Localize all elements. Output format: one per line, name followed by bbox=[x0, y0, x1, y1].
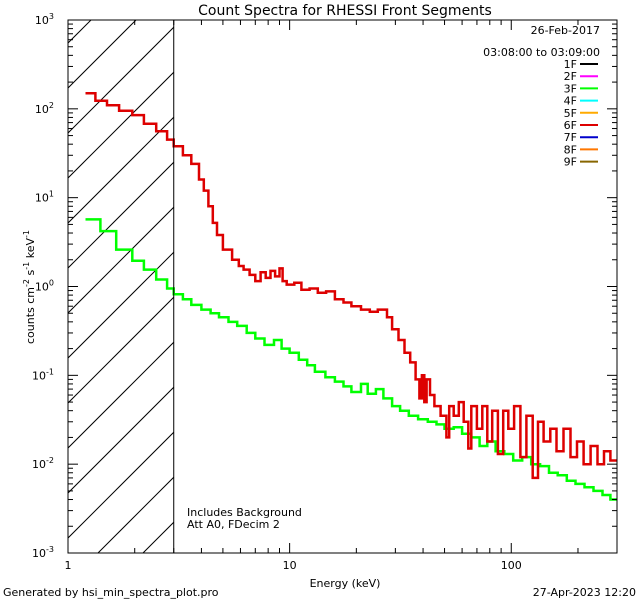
timestamp-label: 27-Apr-2023 12:20 bbox=[533, 586, 636, 599]
legend-label-5F: 5F bbox=[564, 107, 577, 120]
hatch-line bbox=[0, 20, 1, 553]
hatch-line bbox=[68, 71, 174, 179]
legend-label-1F: 1F bbox=[564, 58, 577, 71]
generated-by-label: Generated by hsi_min_spectra_plot.pro bbox=[3, 586, 219, 599]
x-tick-label: 100 bbox=[501, 559, 522, 572]
y-tick-label: 10-3 bbox=[32, 545, 54, 560]
y-tick-label: 103 bbox=[35, 12, 54, 27]
time-range-label: 03:08:00 to 03:09:00 bbox=[483, 46, 600, 59]
annotation-attenuator: Att A0, FDecim 2 bbox=[187, 518, 280, 531]
series-3F bbox=[85, 218, 617, 501]
plot-frame bbox=[67, 19, 618, 554]
chart-title: Count Spectra for RHESSI Front Segments bbox=[198, 3, 492, 19]
legend-label-3F: 3F bbox=[564, 82, 577, 95]
y-tick-label: 100 bbox=[35, 279, 54, 294]
legend-label-6F: 6F bbox=[564, 119, 577, 132]
hatch-line bbox=[68, 386, 174, 494]
x-tick-label: 1 bbox=[65, 559, 72, 572]
legend-label-9F: 9F bbox=[564, 156, 577, 169]
annotation-background: Includes Background bbox=[187, 506, 302, 519]
legend-label-2F: 2F bbox=[564, 70, 577, 83]
x-tick-label: 10 bbox=[283, 559, 297, 572]
y-tick-label: 101 bbox=[35, 190, 54, 205]
y-tick-label: 102 bbox=[35, 101, 54, 116]
hatched-region bbox=[0, 20, 174, 553]
series-6F bbox=[85, 91, 617, 480]
date-label: 26-Feb-2017 bbox=[531, 24, 600, 37]
y-tick-label: 10-1 bbox=[32, 367, 54, 382]
hatch-line bbox=[68, 431, 174, 539]
axis-ticks: 1 10 100 103 102 101 100 10-1 10-2 10-3 bbox=[32, 12, 618, 572]
y-tick-label: 10-2 bbox=[32, 456, 54, 471]
legend-label-7F: 7F bbox=[564, 131, 577, 144]
legend-label-8F: 8F bbox=[564, 143, 577, 156]
y-axis-label: counts cm-2 s-1 keV-1 bbox=[22, 230, 37, 344]
legend-label-4F: 4F bbox=[564, 95, 577, 108]
hatch-line bbox=[68, 26, 174, 134]
hatch-line bbox=[68, 206, 174, 314]
series-layer bbox=[85, 91, 617, 501]
x-axis-label: Energy (keV) bbox=[310, 577, 381, 590]
hatch-line bbox=[68, 251, 174, 359]
